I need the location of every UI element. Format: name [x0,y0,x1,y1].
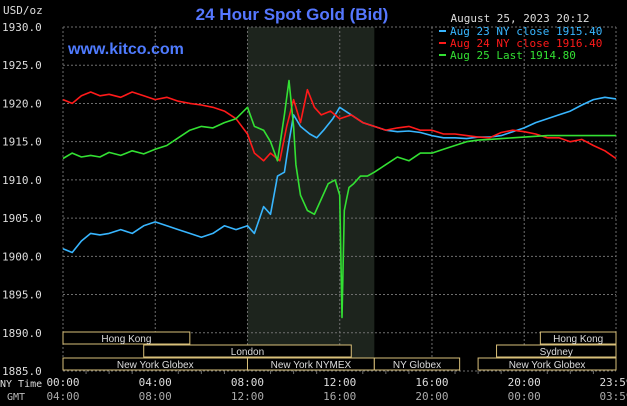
gmt-tick-label: 04:00 [46,390,79,403]
session-label: London [231,347,264,358]
session-bar [62,331,191,345]
nymex-session-shade [247,27,375,371]
ny-time-tick-label: 08:00 [231,376,264,389]
y-tick-label: 1930.0 [2,21,42,34]
grid-lines [62,26,617,372]
session-label: Hong Kong [101,334,151,345]
legend-entry: Aug 25 Last 1914.80 [450,49,576,62]
gmt-label: GMT [7,392,25,403]
chart-title: 24 Hour Spot Gold (Bid) [196,5,389,24]
gmt-tick-label: 00:00 [508,390,541,403]
session-bar [539,331,617,345]
unit-label: USD/oz [3,4,43,17]
series-line [62,96,617,254]
session-bar [373,357,461,371]
y-tick-label: 1900.0 [2,250,42,263]
ny-time-tick-label: 04:00 [139,376,172,389]
x-tick-labels: 00:0004:0004:0008:0008:0012:0012:0016:00… [46,371,627,403]
gmt-tick-label: 03:59 [599,390,627,403]
y-tick-labels: 1885.0 1890.0 1895.0 1900.0 1905.0 1910.0 1915… [2,21,42,378]
y-tick-label: 1905.0 [2,212,42,225]
y-tick-label: 1910.0 [2,174,42,187]
gmt-tick-label: 12:00 [231,390,264,403]
session-label: Hong Kong [553,334,603,345]
session-label: Sydney [540,347,573,358]
series-line [62,88,617,162]
session-bar [143,344,352,358]
site-link[interactable]: www.kitco.com [67,41,184,58]
series-line [62,79,616,319]
ny-time-tick-label: 16:00 [415,376,448,389]
session-label: New York NYMEX [271,360,352,371]
ny-time-label: NY Time [0,379,42,390]
legend-entry: Aug 23 NY close 1915.40 [450,25,602,38]
gmt-tick-label: 16:00 [323,390,356,403]
y-tick-label: 1915.0 [2,136,42,149]
y-tick-label: 1925.0 [2,59,42,72]
ny-time-tick-label: 00:00 [46,376,79,389]
ny-time-tick-label: 20:00 [508,376,541,389]
trading-sessions: Hong Kong Hong Kong London Sydney New York G… [62,331,617,371]
date-label: August 25, 2023 20:12 [450,12,589,25]
session-label: NY Globex [393,360,441,371]
y-tick-label: 1885.0 [2,365,42,378]
y-tick-label: 1920.0 [2,97,42,110]
session-bar [477,357,617,371]
y-tick-label: 1890.0 [2,327,42,340]
gmt-tick-label: 08:00 [139,390,172,403]
session-label: New York Globex [117,360,194,371]
gmt-tick-label: 20:00 [415,390,448,403]
session-bar [496,344,617,358]
y-tick-label: 1895.0 [2,289,42,302]
legend-entry: Aug 24 NY close 1916.40 [450,37,602,50]
ny-time-tick-label: 12:00 [323,376,356,389]
price-series [62,79,617,319]
ny-time-tick-label: 23:59 [599,376,627,389]
session-label: New York Globex [509,360,586,371]
